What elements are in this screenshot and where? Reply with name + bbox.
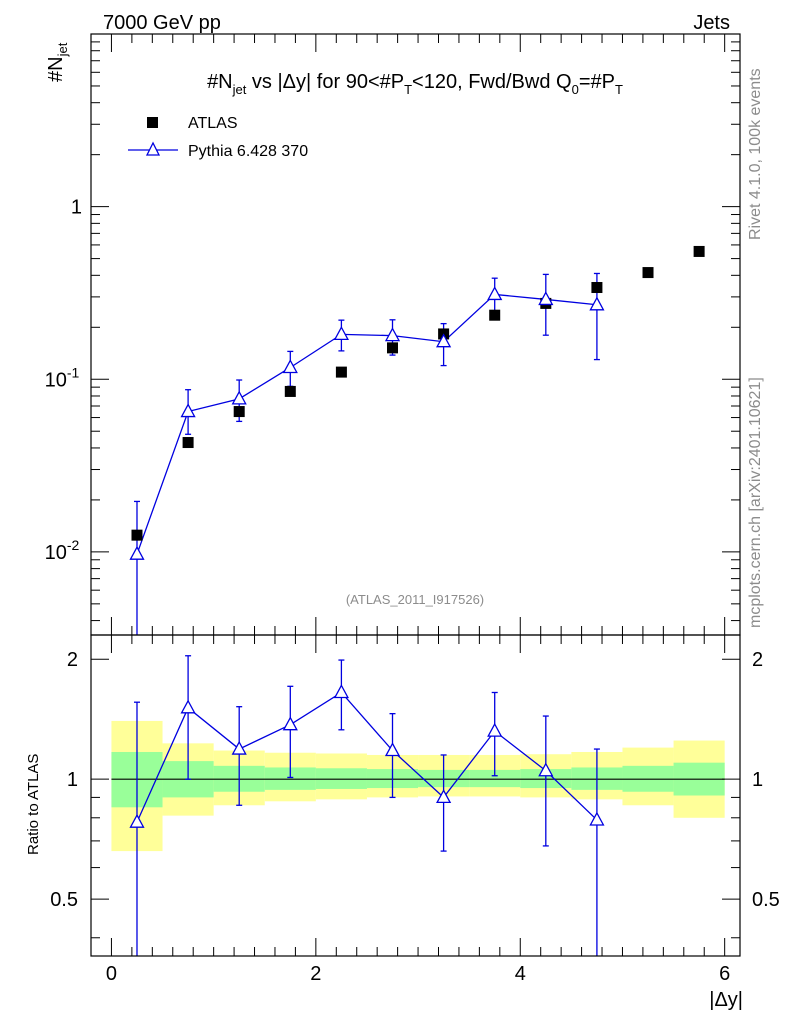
bottom-frame <box>90 634 741 957</box>
atlas-point <box>335 366 347 378</box>
ratio-point <box>487 722 503 737</box>
ratio-point <box>436 789 452 804</box>
pythia-point <box>538 291 554 306</box>
ratio-axis-label: Ratio to ATLAS <box>25 754 42 855</box>
ratio-point <box>129 813 145 828</box>
pythia-point <box>333 325 349 341</box>
y-axis-label-main: #Njet <box>45 42 70 82</box>
atlas-point <box>489 309 501 321</box>
ratio-y-tick-label-right: 2 <box>752 649 763 671</box>
bottom-axes: 0.5 0.5 1 1 2 2 0 2 4 6 <box>50 634 780 985</box>
legend-atlas-marker <box>147 117 158 128</box>
pythia-point <box>384 327 401 342</box>
atlas-point <box>387 342 399 354</box>
legend-pythia-label: Pythia 6.428 370 <box>188 143 308 160</box>
ratio-point <box>384 742 401 757</box>
atlas-point <box>693 245 705 257</box>
pythia-point <box>231 390 247 405</box>
ratio-point <box>282 716 298 731</box>
pythia-point <box>180 403 196 418</box>
atlas-point <box>642 267 654 279</box>
pythia-point <box>589 296 605 311</box>
ratio-y-tick-label-right: 1 <box>752 769 763 791</box>
x-tick-label: 0 <box>106 963 117 985</box>
legend-pythia-marker <box>145 141 161 156</box>
ratio-line <box>136 691 598 823</box>
ratio-y-tick-label-right: 0.5 <box>752 889 780 911</box>
x-tick-label: 2 <box>310 963 321 985</box>
legend-atlas-label: ATLAS <box>188 115 238 132</box>
top-y-tick-label: 10-2 <box>45 537 80 564</box>
band-inner <box>469 769 521 788</box>
atlas-point <box>591 282 603 294</box>
mcplots-label: mcplots.cern.ch [arXiv:2401.10621] <box>747 377 764 628</box>
top-y-tick-label: 10-1 <box>45 364 80 391</box>
top-y-tick-label: 1 <box>71 197 82 219</box>
header-right: Jets <box>693 12 730 34</box>
ratio-point <box>180 699 196 714</box>
pythia-point <box>487 286 503 301</box>
ratio-point <box>333 684 349 699</box>
pythia-point <box>436 333 452 348</box>
ratio-point <box>538 762 554 777</box>
pythia-point <box>129 545 145 560</box>
top-data <box>129 245 705 635</box>
legend: ATLAS Pythia 6.428 370 <box>128 115 308 160</box>
atlas-point <box>233 406 245 418</box>
header-left: 7000 GeV pp <box>103 12 221 34</box>
atlas-point <box>182 437 194 449</box>
analysis-watermark: (ATLAS_2011_I917526) <box>346 592 484 607</box>
rivet-label: Rivet 4.1.0, 100k events <box>747 68 764 240</box>
ratio-y-tick-label: 2 <box>67 649 78 671</box>
ratio-bands <box>111 720 725 852</box>
pythia-point <box>282 359 298 374</box>
ratio-y-tick-label: 0.5 <box>50 889 78 911</box>
atlas-point <box>284 385 296 397</box>
y-axis-label: #Njet <box>45 42 70 82</box>
chart-title: #Njet vs |Δy| for 90<#PT<120, Fwd/Bwd Q0… <box>207 71 623 97</box>
ratio-point <box>231 740 247 755</box>
x-axis-label: |Δy| <box>709 989 743 1011</box>
x-tick-label: 4 <box>515 963 526 985</box>
x-tick-label: 6 <box>719 963 730 985</box>
ratio-point <box>589 811 605 826</box>
pythia-line <box>136 293 597 555</box>
ratio-y-tick-label: 1 <box>67 769 78 791</box>
atlas-point <box>131 529 143 541</box>
ratio-data <box>129 655 605 956</box>
